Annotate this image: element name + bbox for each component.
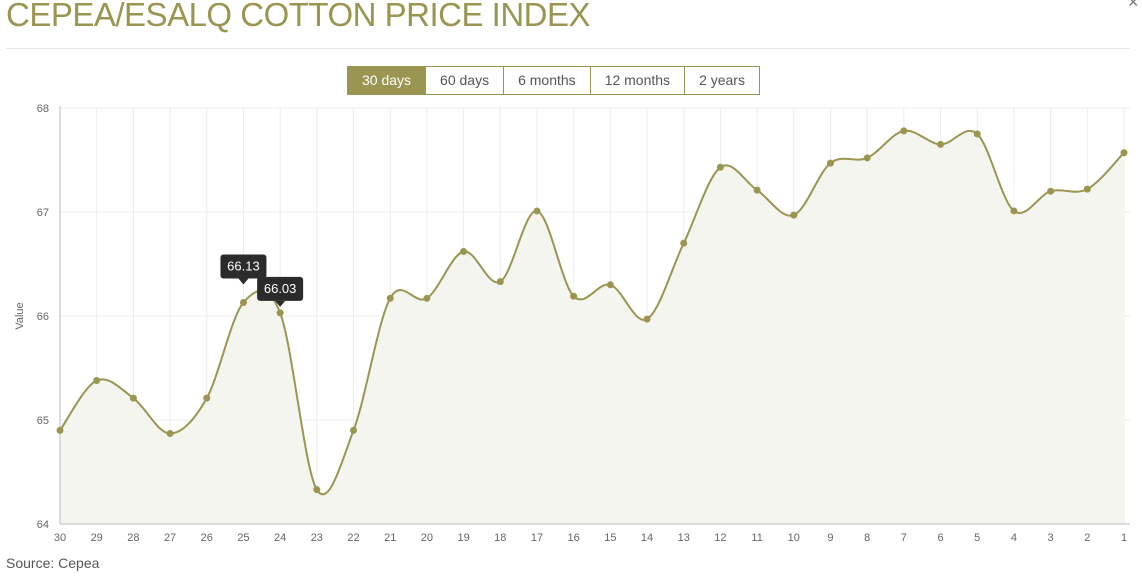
x-tick-label: 15 <box>604 532 616 544</box>
data-point <box>129 394 137 402</box>
data-point <box>423 294 431 302</box>
range-button-12-months[interactable]: 12 months <box>589 67 684 94</box>
x-tick-label: 8 <box>864 532 870 544</box>
x-tick-label: 27 <box>164 532 176 544</box>
data-point <box>386 294 394 302</box>
tooltip-pointer <box>275 300 286 307</box>
header-divider <box>6 48 1130 49</box>
x-tick-label: 17 <box>531 532 543 544</box>
data-point <box>753 186 761 194</box>
x-tick-label: 13 <box>678 532 690 544</box>
x-tick-label: 19 <box>457 532 469 544</box>
x-tick-label: 11 <box>751 532 762 544</box>
x-tick-label: 1 <box>1121 532 1127 544</box>
data-point <box>863 154 871 162</box>
y-tick-label: 65 <box>37 415 49 427</box>
page-title: CEPEA/ESALQ COTTON PRICE INDEX <box>6 0 591 33</box>
y-tick-label: 67 <box>37 207 49 219</box>
data-point <box>826 159 834 167</box>
y-tick-label: 68 <box>37 103 49 115</box>
data-point <box>203 394 211 402</box>
data-point <box>973 130 981 138</box>
x-tick-label: 14 <box>641 532 653 544</box>
tooltip-label: 66.03 <box>264 281 297 296</box>
y-axis-label: Value <box>14 302 26 329</box>
tooltip-label: 66.13 <box>227 258 260 273</box>
range-button-60-days[interactable]: 60 days <box>425 67 503 94</box>
x-tick-label: 6 <box>937 532 943 544</box>
data-point <box>643 315 651 323</box>
data-point <box>606 281 614 289</box>
x-tick-label: 30 <box>54 532 66 544</box>
data-point <box>166 430 174 438</box>
x-tick-label: 26 <box>201 532 213 544</box>
tooltip-box <box>257 276 304 301</box>
x-tick-label: 5 <box>974 532 980 544</box>
x-tick-label: 21 <box>384 532 396 544</box>
x-tick-label: 4 <box>1011 532 1017 544</box>
data-point <box>533 207 541 215</box>
x-tick-label: 3 <box>1048 532 1054 544</box>
x-tick-label: 24 <box>274 532 286 544</box>
data-point <box>1083 185 1091 193</box>
x-tick-label: 12 <box>714 532 726 544</box>
x-tick-label: 10 <box>788 532 800 544</box>
data-point <box>460 248 468 256</box>
x-tick-label: 20 <box>421 532 433 544</box>
range-button-6-months[interactable]: 6 months <box>503 67 590 94</box>
data-point <box>1010 207 1018 215</box>
data-point <box>570 292 578 300</box>
source-note: Source: Cepea <box>6 555 100 571</box>
tooltip-pointer <box>238 278 249 285</box>
x-tick-label: 29 <box>91 532 103 544</box>
data-point <box>239 298 247 306</box>
x-tick-label: 23 <box>311 532 323 544</box>
y-tick-label: 64 <box>37 519 49 531</box>
x-tick-label: 25 <box>237 532 249 544</box>
x-tick-label: 22 <box>347 532 359 544</box>
x-tick-label: 7 <box>901 532 907 544</box>
data-point <box>350 426 358 434</box>
data-point <box>680 239 688 247</box>
data-point <box>56 426 64 434</box>
data-point <box>900 127 908 135</box>
x-tick-label: 2 <box>1084 532 1090 544</box>
data-point <box>1047 187 1055 195</box>
range-button-30-days[interactable]: 30 days <box>348 67 426 94</box>
data-point <box>313 486 321 494</box>
tooltip-box <box>220 254 267 279</box>
data-point <box>790 211 798 219</box>
data-point <box>716 163 724 171</box>
x-tick-label: 16 <box>568 532 580 544</box>
y-tick-label: 66 <box>37 311 49 323</box>
x-tick-label: 28 <box>127 532 139 544</box>
area-fill <box>60 130 1124 524</box>
data-point <box>496 278 504 286</box>
data-point <box>937 140 945 148</box>
x-tick-label: 18 <box>494 532 506 544</box>
time-range-selector: 30 days 60 days 6 months 12 months 2 yea… <box>347 66 760 95</box>
close-icon[interactable]: × <box>1128 0 1139 12</box>
x-tick-label: 9 <box>827 532 833 544</box>
data-point <box>93 376 101 384</box>
data-point <box>276 309 284 317</box>
data-point <box>1120 149 1128 157</box>
range-button-2-years[interactable]: 2 years <box>684 67 759 94</box>
